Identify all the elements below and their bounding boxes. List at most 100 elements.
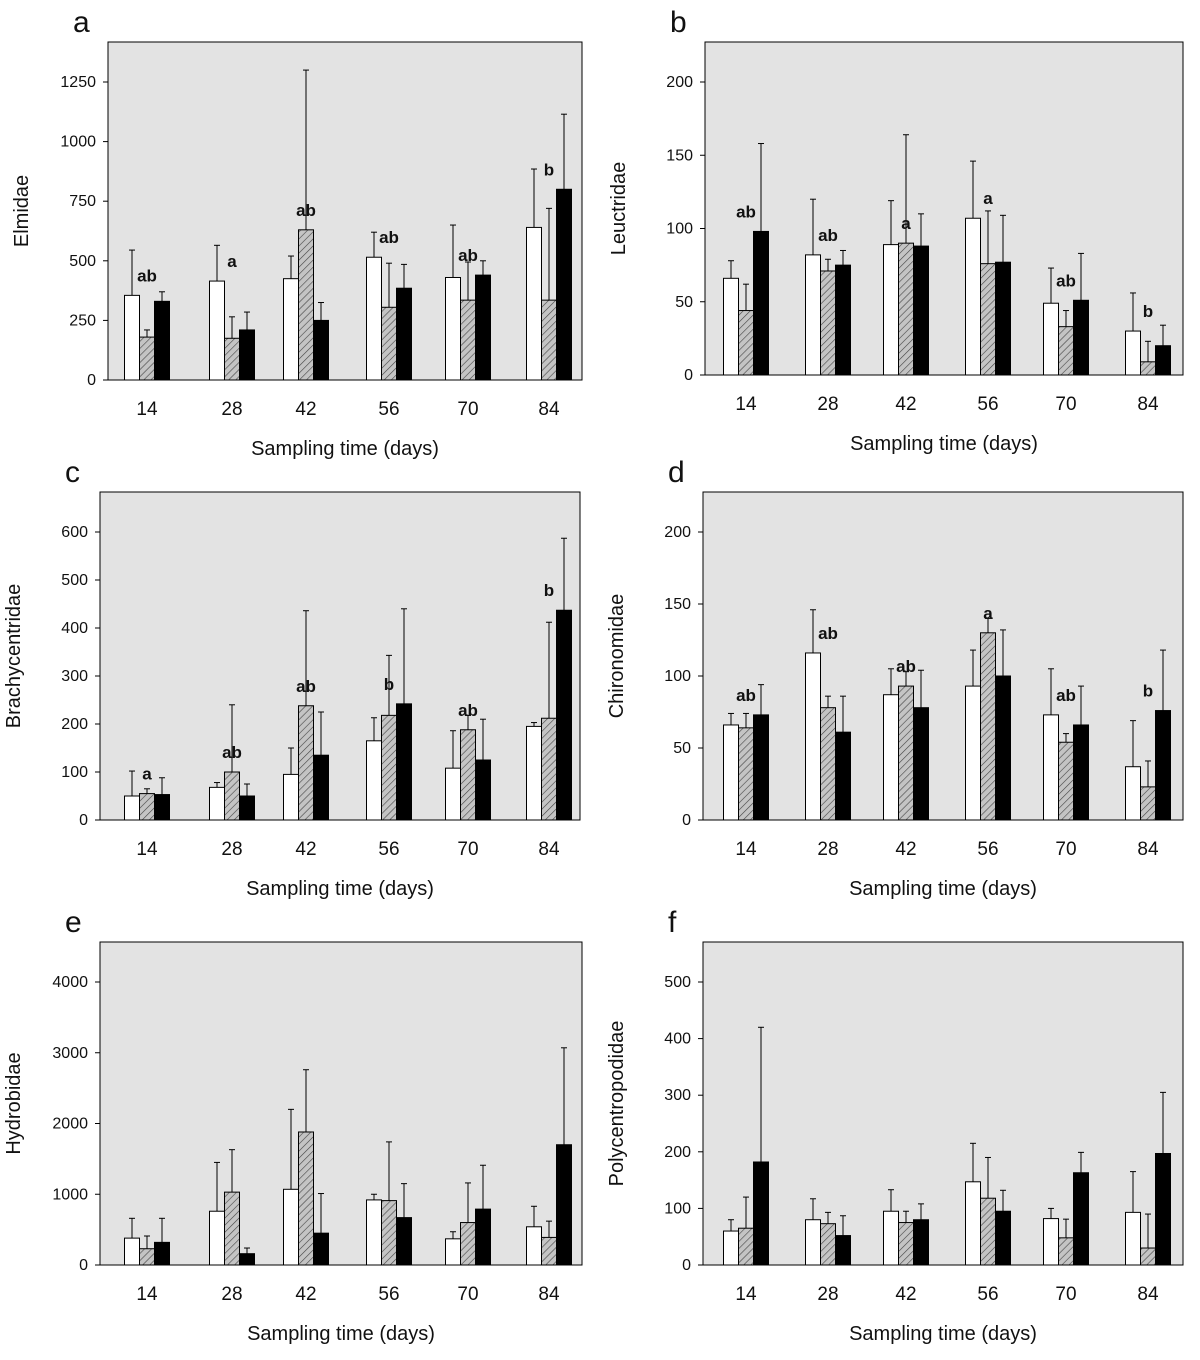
bar [283, 278, 299, 381]
y-tick-label: 4000 [52, 974, 88, 991]
bar [541, 1236, 557, 1266]
bar [723, 277, 739, 376]
x-tick-label: 14 [735, 394, 757, 415]
x-tick-label: 84 [1137, 394, 1159, 415]
bar [1073, 299, 1089, 376]
y-tick-label: 200 [664, 1144, 691, 1161]
x-tick-label: 84 [1137, 1284, 1159, 1305]
bar [753, 1161, 769, 1266]
y-axis-label: Elmidae [11, 175, 33, 247]
bar [898, 242, 914, 376]
bar [805, 254, 821, 376]
x-axis-label: Sampling time (days) [247, 1323, 435, 1345]
bar [980, 1197, 996, 1266]
bar [1155, 1152, 1171, 1266]
y-tick-label: 1000 [60, 134, 96, 151]
bar [298, 705, 314, 821]
bar [224, 1191, 240, 1266]
y-tick-label: 250 [69, 312, 96, 329]
bar [396, 287, 412, 381]
x-tick-label: 70 [1055, 394, 1076, 415]
bar [1155, 710, 1171, 821]
bar [526, 725, 542, 821]
x-axis-label: Sampling time (days) [251, 438, 439, 460]
x-tick-label: 42 [295, 1284, 316, 1305]
significance-label: b [384, 675, 394, 694]
bar [1140, 786, 1156, 821]
significance-label: ab [736, 686, 756, 705]
y-tick-label: 1000 [52, 1186, 88, 1203]
bar [995, 675, 1011, 821]
x-tick-label: 70 [457, 399, 478, 420]
y-tick-label: 100 [664, 1200, 691, 1217]
y-tick-label: 150 [664, 596, 691, 613]
y-tick-label: 0 [79, 812, 88, 829]
bar [154, 1241, 170, 1266]
x-tick-label: 14 [136, 839, 158, 860]
significance-label: b [1143, 302, 1153, 321]
x-tick-label: 28 [221, 839, 242, 860]
x-tick-label: 56 [378, 1284, 399, 1305]
bar [980, 632, 996, 821]
panel-letter: d [668, 456, 685, 489]
bar [541, 299, 557, 381]
bar [298, 229, 314, 381]
bar [753, 230, 769, 376]
significance-label: ab [818, 226, 838, 245]
bar [526, 1226, 542, 1266]
panel-f: f 0 100 200 300 400 500 Polycentropodidae 14 28 42… [606, 906, 1184, 1345]
bar [224, 337, 240, 381]
bar [366, 256, 382, 381]
x-tick-label: 42 [295, 839, 316, 860]
x-tick-label: 56 [378, 839, 399, 860]
significance-label: ab [736, 202, 756, 221]
y-tick-label: 0 [87, 372, 96, 389]
bar [209, 280, 225, 381]
panel-e: e 0 1000 2000 3000 4000 Hydrobidae 14 28 42 56 70 84… [3, 906, 583, 1345]
y-tick-label: 400 [664, 1031, 691, 1048]
x-tick-label: 42 [895, 839, 916, 860]
bar [738, 727, 754, 821]
x-tick-label: 28 [817, 1284, 838, 1305]
x-tick-label: 28 [221, 1284, 242, 1305]
x-tick-label: 28 [817, 394, 838, 415]
y-tick-label: 200 [666, 74, 693, 91]
plot-area [702, 491, 1184, 821]
bar [883, 1210, 899, 1266]
x-tick-label: 70 [1055, 839, 1076, 860]
y-tick-label: 150 [666, 147, 693, 164]
x-tick-label: 84 [1137, 839, 1159, 860]
bar [239, 795, 255, 821]
bar [239, 1253, 255, 1266]
panel-letter: a [73, 6, 90, 39]
x-tick-label: 56 [977, 839, 998, 860]
bar [124, 795, 140, 821]
x-tick-label: 84 [538, 839, 560, 860]
bar [820, 1223, 836, 1266]
bar [396, 1217, 412, 1266]
significance-label: ab [137, 266, 157, 285]
x-tick-label: 84 [538, 1284, 560, 1305]
bar [1043, 1218, 1059, 1266]
bar [835, 264, 851, 376]
y-tick-label: 200 [61, 716, 88, 733]
x-tick-label: 28 [221, 399, 242, 420]
x-tick-label: 56 [977, 394, 998, 415]
bar [1125, 1211, 1141, 1266]
x-tick-label: 14 [136, 399, 158, 420]
bar [805, 652, 821, 821]
bar [820, 270, 836, 376]
bar [738, 310, 754, 376]
bar [1140, 1247, 1156, 1266]
significance-label: ab [458, 701, 478, 720]
bar [1155, 345, 1171, 376]
x-tick-label: 56 [378, 399, 399, 420]
bar [124, 1237, 140, 1266]
y-tick-label: 0 [79, 1257, 88, 1274]
bar [445, 276, 461, 381]
x-tick-label: 70 [1055, 1284, 1076, 1305]
panel-a: a 0 250 500 750 1000 1250 Elmidae ab 14 a 28 ab 42 ab 5… [11, 6, 583, 460]
x-tick-label: 70 [457, 1284, 478, 1305]
y-tick-label: 100 [61, 764, 88, 781]
bar [556, 609, 572, 821]
